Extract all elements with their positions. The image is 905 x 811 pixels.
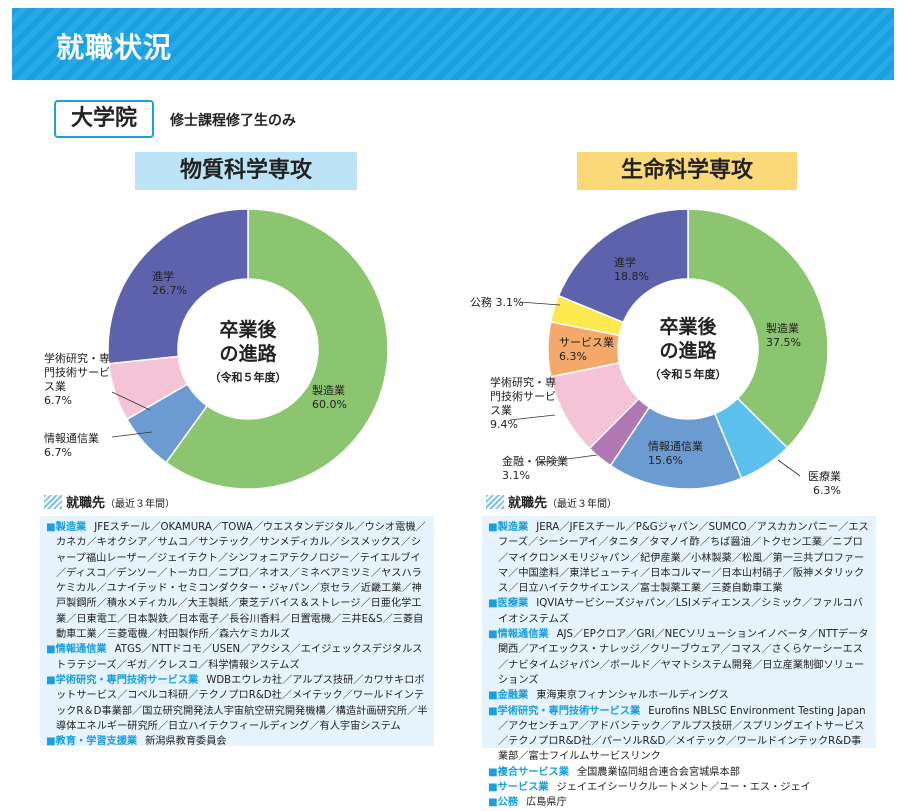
chart-title-life: 生命科学専攻 bbox=[577, 152, 797, 190]
center-line1: 卒業後 bbox=[659, 316, 717, 338]
employer-category: ■情報通信業 ATGS／NTTドコモ／USEN／アクシス／エイジェックスデジタルス… bbox=[46, 642, 428, 673]
leader-line bbox=[777, 459, 801, 477]
employer-names: ATGS／NTTドコモ／USEN／アクシス／エイジェックスデジタルストラテジーズ… bbox=[56, 644, 423, 671]
center-line1: 卒業後 bbox=[219, 319, 277, 341]
label-public: 公務 3.1% bbox=[470, 296, 524, 309]
label-research: 学術研究・専門技術サービス業 6.7% bbox=[44, 352, 110, 407]
employer-names: ジェイエイシーリクルートメント／ユー・エス・ジェイ bbox=[556, 782, 811, 794]
label-research: 学術研究・専門技術サービス業 9.4% bbox=[490, 376, 556, 431]
label-manufacturing: 製造業 37.5% bbox=[766, 322, 801, 349]
category-label: ■金融業 bbox=[488, 690, 529, 702]
employer-category: ■教育・学習支援業 新潟県教育委員会 bbox=[46, 734, 428, 749]
category-label: ■公務 bbox=[488, 797, 519, 809]
section-note: 修士課程修了生のみ bbox=[170, 113, 296, 129]
leader-line bbox=[111, 431, 153, 438]
category-label: ■製造業 bbox=[46, 522, 87, 533]
employer-names: 広島県庁 bbox=[526, 797, 567, 809]
employer-category: ■公務 広島県庁 bbox=[488, 795, 870, 810]
employer-list-left: ■製造業 JFEスチール／OKAMURA／TOWA／ウエスタンデジタル／ウシオ電機… bbox=[40, 516, 434, 749]
chart-title-materials: 物質科学専攻 bbox=[135, 152, 357, 190]
employer-names: 東海東京フィナンシャルホールディングス bbox=[536, 690, 729, 702]
label-manufacturing: 製造業 60.0% bbox=[312, 384, 347, 411]
label-further-study: 進学 18.8% bbox=[614, 256, 649, 283]
graduate-school-badge: 大学院 bbox=[54, 100, 154, 138]
employer-names: 新潟県教育委員会 bbox=[145, 736, 227, 748]
label-medical: 医療業 6.3% bbox=[808, 470, 841, 497]
hatch-icon bbox=[486, 495, 504, 509]
employer-category: ■情報通信業 AJS／EPクロア／GRI／NECソリューションイノベータ／NTTデ… bbox=[488, 627, 870, 688]
employer-category: ■学術研究・専門技術サービス業 WDBエウレカ社／アルプス技研／カワサキロボットサ… bbox=[46, 673, 428, 734]
donut-hole bbox=[618, 279, 758, 419]
employer-category: ■医療業 IQVIAサービシーズジャパン／LSIメディエンス／シミック／ファルコバ… bbox=[488, 596, 870, 627]
leader-line bbox=[111, 391, 151, 411]
donut-hole bbox=[178, 279, 318, 419]
employer-category: ■複合サービス業 全国農業協同組合連合会宮城県本部 bbox=[488, 765, 870, 780]
employer-category: ■サービス業 ジェイエイシーリクルートメント／ユー・エス・ジェイ bbox=[488, 780, 870, 795]
page-title: 就職状況 bbox=[56, 31, 173, 64]
label-finance: 金融・保険業 3.1% bbox=[502, 455, 568, 482]
category-label: ■医療業 bbox=[488, 598, 529, 610]
category-label: ■情報通信業 bbox=[46, 644, 107, 656]
label-further-study: 進学 26.7% bbox=[152, 270, 187, 297]
label-ict: 情報通信業 6.7% bbox=[44, 432, 99, 459]
category-label: ■学術研究・専門技術サービス業 bbox=[488, 705, 641, 717]
employer-list-right: ■製造業 JERA／JFEスチール／P&Gジャパン／SUMCO／アスカカンパニー／… bbox=[482, 516, 876, 808]
header-banner: 就職状況 bbox=[12, 8, 894, 80]
category-label: ■複合サービス業 bbox=[488, 766, 569, 778]
leader-line bbox=[519, 301, 561, 306]
center-label-left: 卒業後 の進路 （令和５年度） bbox=[198, 318, 298, 390]
label-ict: 情報通信業 15.6% bbox=[648, 440, 703, 467]
label-service: サービス業 6.3% bbox=[559, 336, 614, 363]
center-label-right: 卒業後 の進路 （令和５年度） bbox=[638, 315, 738, 387]
employer-names: 全国農業協同組合連合会宮城県本部 bbox=[576, 766, 740, 778]
center-year: （令和５年度） bbox=[209, 371, 287, 384]
destinations-heading-right: 就職先（最近３年間） bbox=[486, 492, 617, 511]
leader-line bbox=[536, 454, 598, 464]
category-label: ■製造業 bbox=[488, 522, 529, 533]
center-line2: の進路 bbox=[219, 343, 277, 365]
employer-category: ■製造業 JFEスチール／OKAMURA／TOWA／ウエスタンデジタル／ウシオ電機… bbox=[46, 520, 428, 642]
destinations-heading-left: 就職先（最近３年間） bbox=[44, 492, 175, 511]
employer-names: JERA／JFEスチール／P&Gジャパン／SUMCO／アスカカンパニー／エスフー… bbox=[498, 522, 869, 595]
employer-category: ■学術研究・専門技術サービス業 Eurofins NBLSC Environmen… bbox=[488, 704, 870, 765]
center-line2: の進路 bbox=[659, 340, 717, 362]
employer-names: AJS／EPクロア／GRI／NECソリューションイノベータ／NTTデータ関西／ア… bbox=[498, 629, 869, 686]
employer-category: ■製造業 JERA／JFEスチール／P&Gジャパン／SUMCO／アスカカンパニー／… bbox=[488, 520, 870, 596]
category-label: ■学術研究・専門技術サービス業 bbox=[46, 674, 199, 686]
category-label: ■教育・学習支援業 bbox=[46, 736, 138, 748]
employer-names: IQVIAサービシーズジャパン／LSIメディエンス／シミック／ファルコバイオシス… bbox=[498, 598, 863, 625]
center-year: （令和５年度） bbox=[649, 368, 727, 381]
hatch-icon bbox=[44, 495, 62, 509]
leader-line bbox=[509, 414, 556, 421]
donut-charts bbox=[107, 208, 829, 490]
category-label: ■サービス業 bbox=[488, 782, 549, 794]
category-label: ■情報通信業 bbox=[488, 629, 549, 641]
employer-category: ■金融業 東海東京フィナンシャルホールディングス bbox=[488, 688, 870, 703]
employer-names: JFEスチール／OKAMURA／TOWA／ウエスタンデジタル／ウシオ電機／カネカ… bbox=[56, 522, 426, 641]
employer-names: WDBエウレカ社／アルプス技研／カワサキロボットサービス／コベルコ科研／テクノプ… bbox=[56, 674, 428, 732]
